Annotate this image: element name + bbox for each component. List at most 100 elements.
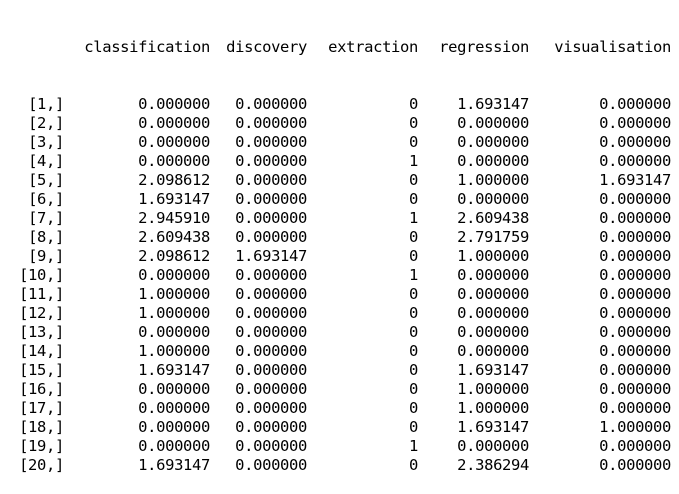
table-cell: 0 bbox=[409, 418, 418, 436]
table-cell: 0.000000 bbox=[235, 266, 307, 284]
table-cell: 0.000000 bbox=[235, 133, 307, 151]
row-index: [16,] bbox=[19, 380, 64, 398]
table-cell: 1.693147 bbox=[138, 361, 210, 379]
table-cell: 1 bbox=[409, 209, 418, 227]
table-cell: 2.098612 bbox=[138, 247, 210, 265]
table-cell: 0 bbox=[409, 304, 418, 322]
table-cell: 0 bbox=[409, 247, 418, 265]
row-index: [3,] bbox=[28, 133, 64, 151]
row-index: [5,] bbox=[28, 171, 64, 189]
row-index: [18,] bbox=[19, 418, 64, 436]
table-cell: 0.000000 bbox=[235, 342, 307, 360]
table-cell: 1.000000 bbox=[457, 247, 529, 265]
row-index: [13,] bbox=[19, 323, 64, 341]
table-cell: 0.000000 bbox=[235, 304, 307, 322]
row-index: [12,] bbox=[19, 304, 64, 322]
table-row: [6,] 1.693147 0.000000 0 0.000000 0.000000 bbox=[0, 190, 679, 209]
table-row: [1,] 0.000000 0.000000 0 1.693147 0.000000 bbox=[0, 95, 679, 114]
table-cell: 0 bbox=[409, 95, 418, 113]
table-cell: 1.000000 bbox=[457, 171, 529, 189]
table-cell: 0.000000 bbox=[138, 418, 210, 436]
table-cell: 1.000000 bbox=[457, 399, 529, 417]
column-header: classification bbox=[84, 38, 210, 56]
table-cell: 0.000000 bbox=[138, 323, 210, 341]
table-cell: 0.000000 bbox=[599, 133, 671, 151]
row-index: [6,] bbox=[28, 190, 64, 208]
table-cell: 0.000000 bbox=[235, 228, 307, 246]
table-cell: 1 bbox=[409, 437, 418, 455]
table-cell: 0.000000 bbox=[599, 266, 671, 284]
table-cell: 0 bbox=[409, 285, 418, 303]
table-cell: 0.000000 bbox=[235, 437, 307, 455]
table-row: [4,] 0.000000 0.000000 1 0.000000 0.000000 bbox=[0, 152, 679, 171]
table-cell: 1 bbox=[409, 266, 418, 284]
row-index: [4,] bbox=[28, 152, 64, 170]
table-row: [11,] 1.000000 0.000000 0 0.000000 0.000000 bbox=[0, 285, 679, 304]
table-cell: 0.000000 bbox=[138, 380, 210, 398]
header-row: classification discovery extraction regr… bbox=[0, 38, 679, 57]
table-cell: 0.000000 bbox=[599, 114, 671, 132]
matrix-body: [1,] 0.000000 0.000000 0 1.693147 0.000000 [2,… bbox=[0, 95, 679, 475]
table-row: [15,] 1.693147 0.000000 0 1.693147 0.000000 bbox=[0, 361, 679, 380]
table-cell: 0.000000 bbox=[235, 95, 307, 113]
column-header: visualisation bbox=[554, 38, 671, 56]
table-row: [16,] 0.000000 0.000000 0 1.000000 0.000000 bbox=[0, 380, 679, 399]
table-cell: 0.000000 bbox=[235, 152, 307, 170]
table-row: [17,] 0.000000 0.000000 0 1.000000 0.000000 bbox=[0, 399, 679, 418]
table-cell: 1.000000 bbox=[138, 285, 210, 303]
table-cell: 0.000000 bbox=[235, 190, 307, 208]
table-cell: 0.000000 bbox=[599, 399, 671, 417]
table-cell: 0.000000 bbox=[599, 209, 671, 227]
table-cell: 1.000000 bbox=[138, 342, 210, 360]
row-index: [11,] bbox=[19, 285, 64, 303]
table-cell: 0.000000 bbox=[457, 342, 529, 360]
row-index: [2,] bbox=[28, 114, 64, 132]
row-index: [7,] bbox=[28, 209, 64, 227]
table-cell: 0.000000 bbox=[599, 437, 671, 455]
table-cell: 0.000000 bbox=[138, 114, 210, 132]
table-cell: 0.000000 bbox=[599, 323, 671, 341]
table-cell: 0.000000 bbox=[457, 152, 529, 170]
row-index: [15,] bbox=[19, 361, 64, 379]
column-header: discovery bbox=[226, 38, 307, 56]
table-cell: 1.693147 bbox=[457, 361, 529, 379]
table-row: [7,] 2.945910 0.000000 1 2.609438 0.000000 bbox=[0, 209, 679, 228]
table-cell: 0.000000 bbox=[599, 304, 671, 322]
table-cell: 2.098612 bbox=[138, 171, 210, 189]
table-cell: 0.000000 bbox=[138, 133, 210, 151]
table-cell: 0.000000 bbox=[235, 209, 307, 227]
table-cell: 2.386294 bbox=[457, 456, 529, 474]
table-cell: 0.000000 bbox=[138, 399, 210, 417]
table-cell: 0 bbox=[409, 133, 418, 151]
table-cell: 0.000000 bbox=[599, 152, 671, 170]
table-row: [2,] 0.000000 0.000000 0 0.000000 0.000000 bbox=[0, 114, 679, 133]
table-cell: 0.000000 bbox=[235, 114, 307, 132]
table-cell: 0.000000 bbox=[457, 133, 529, 151]
table-row: [13,] 0.000000 0.000000 0 0.000000 0.000000 bbox=[0, 323, 679, 342]
table-cell: 2.609438 bbox=[138, 228, 210, 246]
table-cell: 0.000000 bbox=[138, 437, 210, 455]
table-cell: 0 bbox=[409, 380, 418, 398]
table-cell: 0 bbox=[409, 228, 418, 246]
table-row: [3,] 0.000000 0.000000 0 0.000000 0.000000 bbox=[0, 133, 679, 152]
table-cell: 1.000000 bbox=[599, 418, 671, 436]
table-cell: 0.000000 bbox=[235, 171, 307, 189]
table-cell: 0.000000 bbox=[599, 380, 671, 398]
table-cell: 0.000000 bbox=[599, 285, 671, 303]
table-cell: 0.000000 bbox=[457, 285, 529, 303]
table-cell: 0.000000 bbox=[457, 323, 529, 341]
table-cell: 1.693147 bbox=[235, 247, 307, 265]
row-index: [17,] bbox=[19, 399, 64, 417]
table-cell: 0.000000 bbox=[235, 361, 307, 379]
table-cell: 0.000000 bbox=[457, 190, 529, 208]
table-cell: 0.000000 bbox=[599, 247, 671, 265]
table-cell: 0.000000 bbox=[599, 228, 671, 246]
row-index: [8,] bbox=[28, 228, 64, 246]
table-cell: 0.000000 bbox=[599, 361, 671, 379]
table-cell: 0 bbox=[409, 399, 418, 417]
table-cell: 0.000000 bbox=[599, 190, 671, 208]
table-cell: 0.000000 bbox=[138, 95, 210, 113]
table-row: [10,] 0.000000 0.000000 1 0.000000 0.000000 bbox=[0, 266, 679, 285]
table-cell: 1.693147 bbox=[138, 190, 210, 208]
table-cell: 1.693147 bbox=[138, 456, 210, 474]
